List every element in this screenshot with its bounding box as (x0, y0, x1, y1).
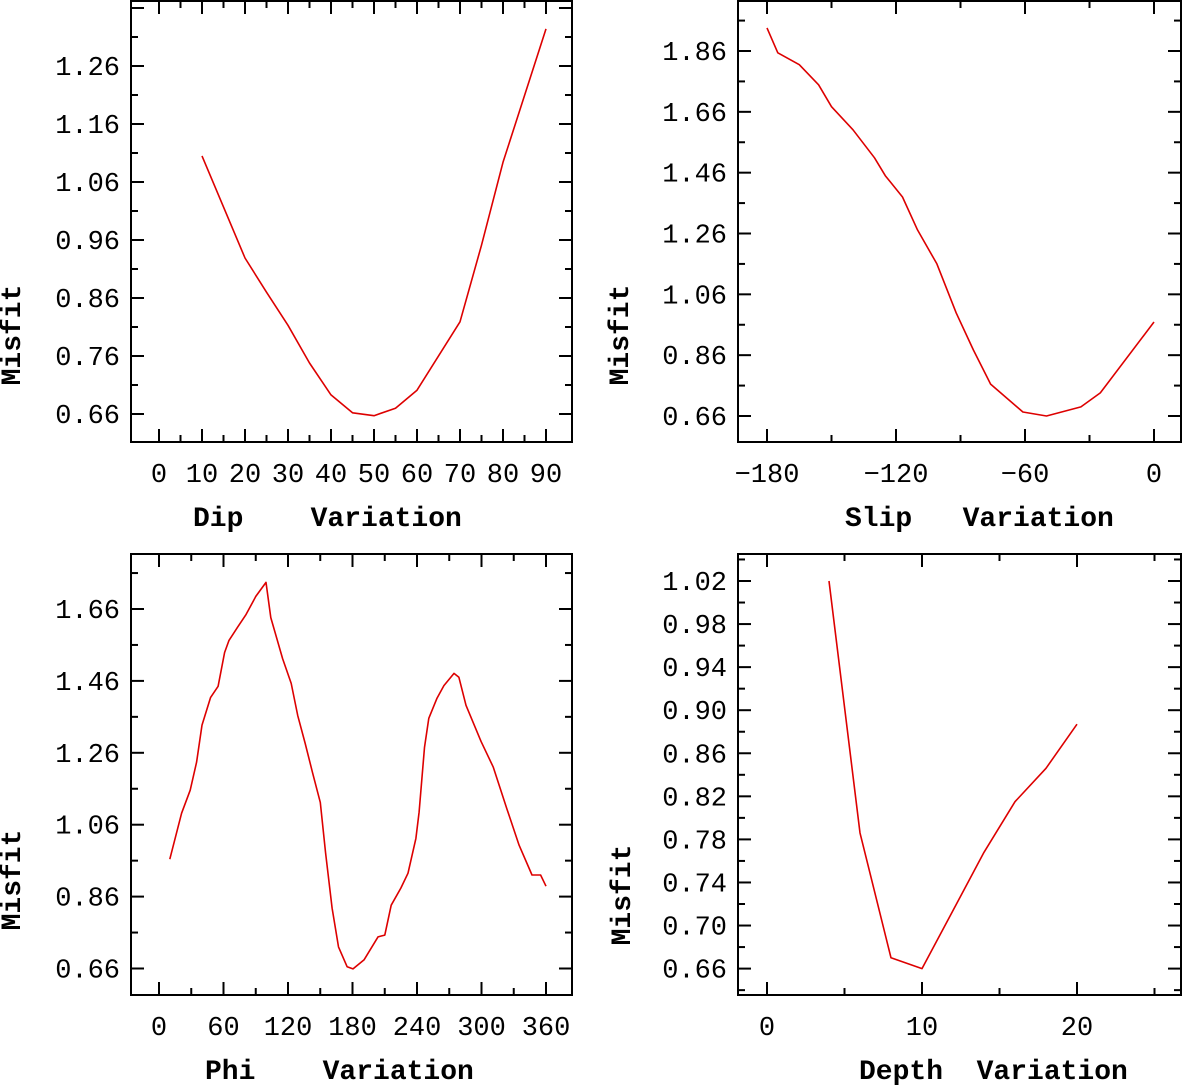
x-tick-label: 120 (264, 1014, 313, 1044)
x-tick-label: 20 (1061, 1014, 1093, 1044)
misfit-line (828, 580, 1078, 970)
x-tick-label: 50 (358, 461, 390, 491)
x-tick-label: 240 (393, 1014, 442, 1044)
panel-phi-variation: 0 60 120 180 240 300 360 0.66 0.86 1.06 1.26 1.46 1… (0, 553, 573, 1086)
y-tick-label: 1.66 (662, 100, 727, 130)
y-tick-label: 1.46 (55, 669, 120, 699)
y-tick-label: 0.96 (55, 228, 120, 258)
y-tick-label: 0.70 (662, 914, 727, 944)
y-tick-label: 0.86 (55, 885, 120, 915)
y-axis-title: Misfit (606, 285, 637, 386)
x-tick-label: 80 (487, 461, 519, 491)
x-tick-labels: 0 10 20 (759, 1014, 1093, 1044)
x-tick-label: 0 (1146, 461, 1162, 491)
y-tick-label: 1.26 (55, 54, 120, 84)
x-axis-title: Phi Variation (205, 1057, 474, 1086)
x-tick-label: 40 (315, 461, 347, 491)
y-tick-label: 1.26 (55, 741, 120, 771)
axis-ticks (738, 1, 1181, 442)
y-tick-label: 0.90 (662, 698, 727, 728)
y-tick-label: 0.82 (662, 784, 727, 814)
panel-dip-variation: 0 10 20 30 40 50 60 70 80 90 0.66 0.76 0.86 0.96 1.06… (0, 0, 573, 535)
x-tick-label: 10 (186, 461, 218, 491)
y-tick-label: 1.06 (55, 170, 120, 200)
y-tick-label: 0.86 (662, 343, 727, 373)
y-axis-title: Misfit (0, 830, 29, 931)
misfit-line (766, 27, 1155, 417)
x-tick-label: 90 (530, 461, 562, 491)
x-tick-label: −60 (1001, 461, 1050, 491)
y-tick-label: 0.86 (662, 741, 727, 771)
y-tick-label: 1.46 (662, 161, 727, 191)
x-axis-title: Slip Variation (845, 504, 1114, 535)
y-tick-label: 0.66 (55, 402, 120, 432)
axis-ticks (131, 1, 572, 442)
x-tick-label: 0 (151, 1014, 167, 1044)
plot-frame (130, 553, 573, 996)
x-tick-label: 0 (759, 1014, 775, 1044)
y-tick-label: 1.26 (662, 222, 727, 252)
y-tick-label: 0.66 (55, 957, 120, 987)
plot-frame (737, 553, 1182, 996)
plot-frame (737, 0, 1182, 443)
y-tick-label: 0.76 (55, 344, 120, 374)
x-tick-labels: 0 60 120 180 240 300 360 (151, 1014, 570, 1044)
y-tick-labels: 0.66 0.70 0.74 0.78 0.82 0.86 0.90 0.94 0.98 1.02 (662, 569, 727, 987)
y-tick-label: 1.06 (662, 282, 727, 312)
x-tick-label: 30 (272, 461, 304, 491)
y-tick-label: 1.06 (55, 813, 120, 843)
x-tick-label: 300 (457, 1014, 506, 1044)
y-tick-label: 1.86 (662, 39, 727, 69)
y-tick-labels: 0.66 0.76 0.86 0.96 1.06 1.16 1.26 (55, 54, 120, 432)
y-tick-label: 1.66 (55, 597, 120, 627)
panel-slip-variation: −180 −120 −60 0 0.66 0.86 1.06 1.26 1.46 1.66 1.8… (606, 0, 1182, 535)
x-tick-label: 20 (229, 461, 261, 491)
x-tick-label: 0 (151, 461, 167, 491)
panel-depth-variation: 0 10 20 0.660.700.740.780.820.860.900.940.… (608, 553, 1182, 1086)
axis-ticks (738, 554, 1181, 995)
y-tick-label: 0.86 (55, 286, 120, 316)
x-tick-label: 60 (401, 461, 433, 491)
axis-ticks (131, 554, 572, 995)
y-axis-title: Misfit (0, 285, 29, 386)
y-tick-label: 1.16 (55, 112, 120, 142)
x-tick-label: 10 (906, 1014, 938, 1044)
y-tick-label: 0.66 (662, 957, 727, 987)
x-tick-label: 60 (207, 1014, 239, 1044)
x-axis-title: Depth Variation (859, 1057, 1128, 1086)
x-tick-label: 180 (328, 1014, 377, 1044)
y-tick-label: 0.66 (662, 404, 727, 434)
y-tick-label: 0.94 (662, 655, 727, 685)
y-tick-label: 1.02 (662, 569, 727, 599)
misfit-line (201, 28, 547, 417)
y-tick-label: 0.98 (662, 612, 727, 642)
y-tick-labels: 0.66 0.86 1.06 1.26 1.46 1.66 (55, 597, 120, 987)
y-tick-label: 0.74 (662, 870, 727, 900)
x-tick-label: −180 (735, 461, 800, 491)
misfit-line (169, 581, 547, 970)
x-axis-title: Dip Variation (193, 504, 462, 535)
x-tick-label: 70 (444, 461, 476, 491)
x-tick-labels: −180 −120 −60 0 (735, 461, 1163, 491)
x-tick-labels: 0 10 20 30 40 50 60 70 80 90 (151, 461, 562, 491)
y-tick-label: 0.78 (662, 827, 727, 857)
y-axis-title: Misfit (608, 845, 639, 946)
plot-frame (130, 0, 573, 443)
x-tick-label: −120 (864, 461, 929, 491)
x-tick-label: 360 (522, 1014, 571, 1044)
y-tick-labels: 0.66 0.86 1.06 1.26 1.46 1.66 1.86 (662, 39, 727, 434)
